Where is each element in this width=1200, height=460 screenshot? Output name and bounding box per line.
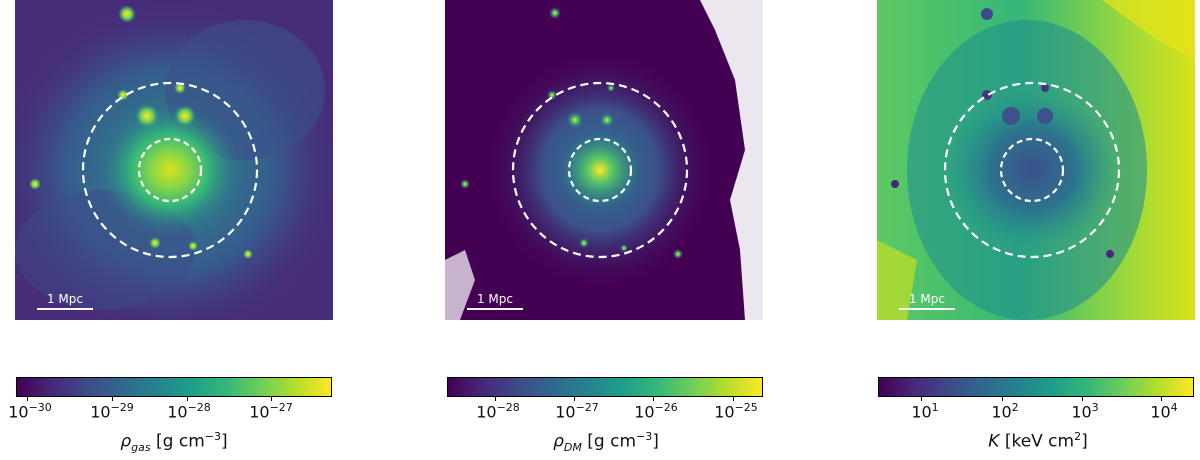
r500-circle — [511, 81, 689, 259]
tick-label: 102 — [991, 401, 1019, 422]
tick-mark — [921, 397, 922, 401]
core-circle — [137, 137, 203, 203]
tick-label: 104 — [1150, 401, 1178, 422]
tick-mark — [1082, 397, 1083, 401]
entropy-map: 1 Mpc — [877, 0, 1195, 320]
tick-mark — [495, 397, 496, 401]
tick-label: 10−25 — [714, 401, 758, 422]
tick-mark — [271, 397, 272, 401]
scale-bar-label: 1 Mpc — [46, 292, 84, 306]
tick-mark — [27, 397, 28, 401]
gas-density-image — [15, 0, 333, 320]
colorbar-gas — [16, 377, 332, 397]
tick-mark — [112, 397, 113, 401]
tick-label: 10−29 — [90, 401, 134, 422]
tick-label: 103 — [1071, 401, 1099, 422]
entropy-image — [877, 0, 1195, 320]
tick-label: 10−28 — [167, 401, 211, 422]
tick-label: 10−27 — [249, 401, 293, 422]
scale-bar — [467, 308, 523, 310]
scale-bar — [37, 308, 93, 310]
tick-mark — [653, 397, 654, 401]
colorbar-label: ρgas [g cm−3] — [120, 430, 228, 455]
tick-mark — [574, 397, 575, 401]
colorbar-label: ρDM [g cm−3] — [553, 430, 659, 455]
dm-density-image — [445, 0, 763, 320]
colorbar-entropy — [878, 377, 1194, 397]
scale-bar-label: 1 Mpc — [476, 292, 514, 306]
core-circle — [567, 137, 633, 203]
r500-circle — [943, 81, 1121, 259]
tick-label: 10−28 — [476, 401, 520, 422]
scale-bar-label: 1 Mpc — [908, 292, 946, 306]
dm-density-map: 1 Mpc — [445, 0, 763, 320]
core-circle — [999, 137, 1065, 203]
gas-density-map: 1 Mpc — [15, 0, 333, 320]
tick-mark — [733, 397, 734, 401]
tick-mark — [1002, 397, 1003, 401]
tick-label: 101 — [911, 401, 939, 422]
tick-label: 10−26 — [634, 401, 678, 422]
tick-mark — [1161, 397, 1162, 401]
tick-label: 10−27 — [555, 401, 599, 422]
r500-circle — [81, 81, 259, 259]
colorbar-dm — [447, 377, 763, 397]
scale-bar — [899, 308, 955, 310]
tick-label: 10−30 — [8, 401, 52, 422]
colorbar-label: K [keV cm2] — [988, 430, 1088, 452]
tick-mark — [187, 397, 188, 401]
